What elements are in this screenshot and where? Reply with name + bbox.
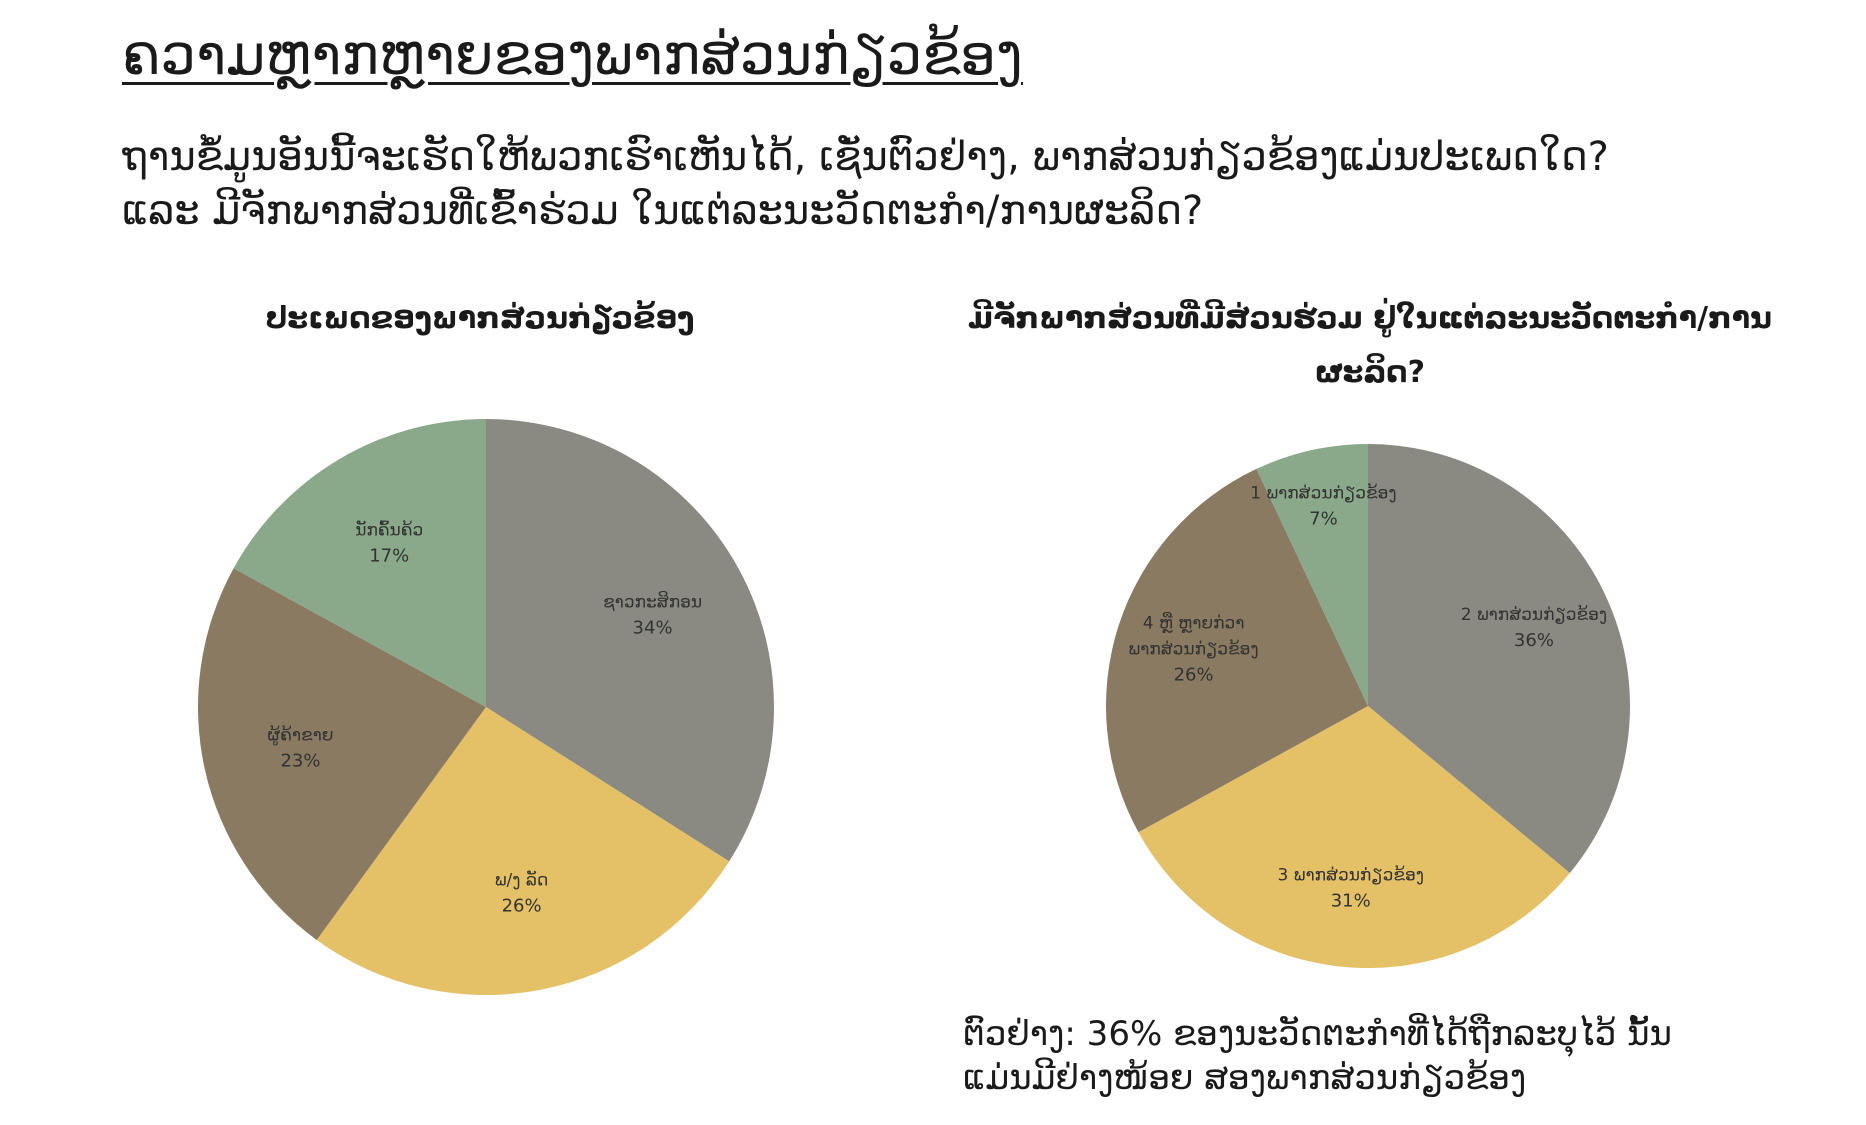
- example-note-line-2: ແມ່ນມີຢ່າງໜ້ອຍ ສອງພາກສ່ວນກ່ຽວຂ້ອງ: [963, 1058, 1527, 1099]
- stakeholder-count-slice-3-percent: 26%: [1174, 664, 1214, 685]
- stakeholder-count-slice-1-percent: 36%: [1514, 630, 1554, 651]
- intro-question: ຖານຂໍ້ມູນອັນນີ້ຈະເຮັດໃຫ້ພວກເຮົາເຫັນໄດ້, …: [122, 130, 1609, 238]
- stakeholder-type-pie-chart: ຊາວກະສິກອນ 34% ພ/ງ ລັດ 26% ຜູ້ຄ້າຂາຍ 23% ນັກຄົ…: [198, 419, 774, 995]
- stakeholder-count-slice-1: [1368, 444, 1630, 874]
- stakeholder-count-pie-chart: 2 ພາກສ່ວນກ່ຽວຂ້ອງ 36% 3 ພາກສ່ວນກ່ຽວຂ້ອງ 31%…: [1106, 444, 1630, 968]
- stakeholder-count-chart-title: ມີຈັກພາກສ່ວນທີ່ມີສ່ວນຮ່ວມ ຢູ່ໃນແຕ່ລະນະວັ…: [968, 301, 1772, 390]
- stakeholder-count-slice-4-label: 1 ພາກສ່ວນກ່ຽວຂ້ອງ: [1250, 483, 1396, 504]
- example-note-line-1: ຕົວຢ່າງ: 36% ຂອງນະວັດຕະກໍາທີ່ໄດ້ຖືກລະບຸໄ…: [963, 1014, 1672, 1054]
- stakeholder-count-slice-2-percent: 31%: [1331, 891, 1371, 912]
- example-note: ຕົວຢ່າງ: 36% ຂອງນະວັດຕະກໍາທີ່ໄດ້ຖືກລະບຸໄ…: [963, 1012, 1672, 1100]
- stakeholder-type-slice-3-label: ຜູ້ຄ້າຂາຍ: [267, 725, 333, 746]
- stakeholder-count-slice-4-percent: 7%: [1309, 509, 1338, 530]
- stakeholder-count-slice-3-label: 4 ຫຼື ຫຼາຍກ່ວາ: [1143, 612, 1245, 634]
- stakeholder-type-slice-4-label: ນັກຄົ້ນຄ້ວ: [355, 518, 423, 540]
- stakeholder-type-slice-3-percent: 23%: [280, 750, 320, 771]
- page-title: ຄວາມຫຼາກຫຼາຍຂອງພາກສ່ວນກ່ຽວຂ້ອງ: [122, 23, 1023, 88]
- stakeholder-type-slice-3: [198, 568, 486, 940]
- stakeholder-type-slice-2: [316, 707, 730, 995]
- stakeholder-count-slice-1-label: 2 ພາກສ່ວນກ່ຽວຂ້ອງ: [1461, 604, 1607, 625]
- stakeholder-type-slice-1-label: ຊາວກະສິກອນ: [603, 591, 702, 612]
- intro-question-line-2: ແລະ ມີຈັກພາກສ່ວນທີ່ເຂົ້າຮ່ວມ ໃນແຕ່ລະນະວັ…: [122, 188, 1204, 234]
- stakeholder-count-slice-3: [1106, 468, 1368, 833]
- stakeholder-type-slice-1: [486, 419, 774, 862]
- stakeholder-type-slice-1-percent: 34%: [633, 617, 673, 638]
- stakeholder-type-slice-4-percent: 17%: [369, 545, 409, 566]
- stakeholder-count-slice-2: [1138, 706, 1570, 968]
- stakeholder-count-slice-3-label: ພາກສ່ວນກ່ຽວຂ້ອງ: [1129, 638, 1259, 659]
- stakeholder-type-chart-title: ປະເພດຂອງພາກສ່ວນກ່ຽວຂ້ອງ: [265, 301, 695, 336]
- stakeholder-type-slice-2-percent: 26%: [502, 896, 542, 917]
- stakeholder-type-slice-4: [233, 419, 486, 707]
- stakeholder-count-slice-4: [1256, 444, 1368, 706]
- intro-question-line-1: ຖານຂໍ້ມູນອັນນີ້ຈະເຮັດໃຫ້ພວກເຮົາເຫັນໄດ້, …: [122, 134, 1609, 180]
- stakeholder-type-slice-2-label: ພ/ງ ລັດ: [495, 869, 548, 891]
- stakeholder-count-slice-2-label: 3 ພາກສ່ວນກ່ຽວຂ້ອງ: [1278, 865, 1424, 886]
